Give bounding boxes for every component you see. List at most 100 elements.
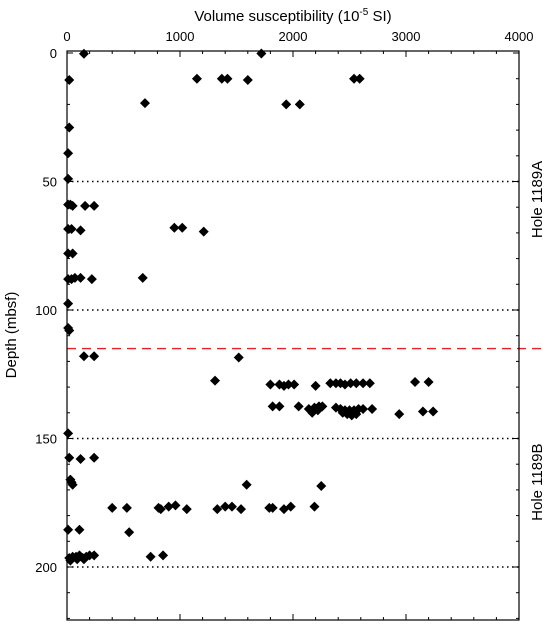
data-point: [158, 550, 169, 561]
data-point: [267, 401, 278, 412]
x-tick-label: 3000: [392, 29, 421, 44]
data-point: [256, 48, 267, 59]
data-point: [89, 550, 100, 561]
data-point: [64, 452, 75, 463]
data-point: [89, 452, 100, 463]
data-point: [283, 379, 294, 390]
data-point: [349, 73, 360, 84]
data-point: [169, 222, 180, 233]
data-point: [74, 524, 85, 535]
x-tick-label: 0: [63, 29, 70, 44]
data-point: [358, 403, 369, 414]
data-point: [67, 248, 78, 259]
data-point: [89, 351, 100, 362]
data-point: [289, 379, 300, 390]
data-point: [63, 524, 74, 535]
data-point: [293, 401, 304, 412]
x-tick-label: 1000: [166, 29, 195, 44]
data-point: [212, 504, 223, 515]
data-point: [72, 554, 83, 565]
data-point: [345, 378, 356, 389]
data-point: [124, 527, 135, 538]
data-point: [78, 48, 89, 59]
data-point: [222, 73, 233, 84]
data-point: [75, 272, 86, 283]
data-point: [78, 351, 89, 362]
data-point: [69, 272, 80, 283]
y-tick-label: 50: [43, 175, 57, 190]
data-point: [145, 551, 156, 562]
section-labels: Hole 1189A Hole 1189B: [529, 161, 546, 521]
data-point: [220, 501, 231, 512]
data-points: [63, 48, 439, 566]
data-point: [89, 200, 100, 211]
data-point: [312, 405, 323, 416]
data-point: [354, 73, 365, 84]
data-point: [226, 501, 237, 512]
data-point: [64, 74, 75, 85]
data-point: [80, 200, 91, 211]
y-tick-label: 150: [35, 432, 57, 447]
data-point: [358, 378, 369, 389]
data-point: [281, 99, 292, 110]
data-point: [63, 148, 74, 159]
data-point: [265, 379, 276, 390]
data-point: [63, 173, 74, 184]
data-point: [309, 501, 320, 512]
data-point: [351, 378, 362, 389]
data-point: [86, 274, 97, 285]
data-point: [364, 378, 375, 389]
y-tick-label: 0: [50, 46, 57, 61]
hole-label: Hole 1189A: [529, 161, 546, 238]
data-point: [310, 380, 321, 391]
hole-label: Hole 1189B: [529, 444, 546, 521]
data-point: [367, 403, 378, 414]
data-point: [75, 225, 86, 236]
data-point: [170, 500, 181, 511]
data-point: [351, 409, 362, 420]
data-point: [417, 406, 428, 417]
y-tick-label: 200: [35, 560, 57, 575]
data-point: [121, 502, 132, 513]
x-axis-title: Volume susceptibility (10-5 SI): [194, 7, 391, 25]
plot-frame: [66, 50, 520, 621]
data-point: [181, 504, 192, 515]
data-point: [191, 73, 202, 84]
data-point: [423, 376, 434, 387]
data-point: [216, 73, 227, 84]
data-point: [236, 504, 247, 515]
data-point: [155, 504, 166, 515]
data-point: [139, 98, 150, 109]
data-point: [63, 298, 74, 309]
x-tick-label: 2000: [279, 29, 308, 44]
data-point: [267, 502, 278, 513]
data-point: [428, 406, 439, 417]
data-point: [64, 325, 75, 336]
data-point: [241, 479, 252, 490]
data-point: [78, 554, 89, 565]
data-point: [163, 501, 174, 512]
data-point: [198, 226, 209, 237]
data-point: [64, 122, 75, 133]
data-point: [394, 409, 405, 420]
data-point: [316, 481, 327, 492]
data-point: [274, 401, 285, 412]
data-point: [63, 428, 74, 439]
y-axis-title: Depth (mbsf): [3, 292, 20, 379]
y-tick-label: 100: [35, 303, 57, 318]
reference-lines: [67, 180, 545, 568]
axes: 0 1000 2000 3000 4000 0 50 100 150 200: [35, 29, 533, 620]
data-point: [66, 224, 77, 235]
data-point: [233, 352, 244, 363]
data-point: [65, 555, 76, 566]
data-point: [325, 378, 336, 389]
x-tick-label: 4000: [505, 29, 534, 44]
data-point: [210, 375, 221, 386]
data-point: [137, 272, 148, 283]
data-point: [410, 376, 421, 387]
data-point: [67, 200, 78, 211]
data-point: [285, 501, 296, 512]
data-point: [75, 454, 86, 465]
data-point: [67, 479, 78, 490]
